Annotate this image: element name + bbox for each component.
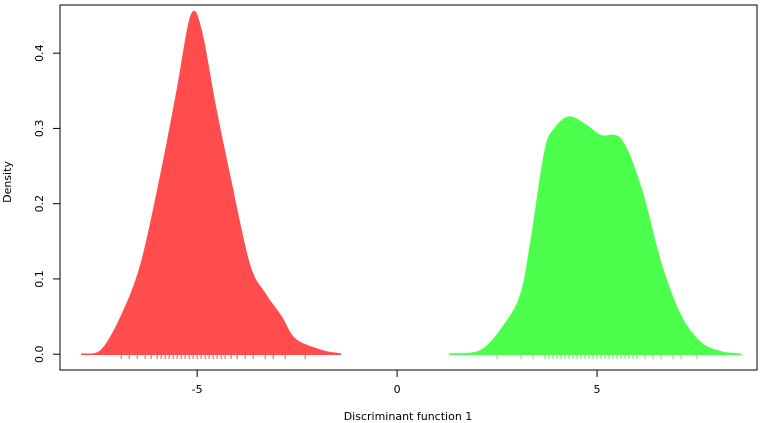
x-tick-label: 5 bbox=[594, 383, 601, 396]
y-tick-label: 0.4 bbox=[33, 44, 46, 62]
density-area bbox=[449, 116, 742, 355]
x-tick-label: 0 bbox=[394, 383, 401, 396]
y-tick-label: 0.0 bbox=[33, 345, 46, 363]
x-axis-label: Discriminant function 1 bbox=[344, 410, 473, 423]
y-tick-label: 0.1 bbox=[33, 270, 46, 288]
y-axis-label: Density bbox=[1, 161, 14, 203]
plot-frame bbox=[59, 4, 758, 371]
x-tick-label: -5 bbox=[192, 383, 203, 396]
density-area bbox=[81, 10, 342, 356]
y-tick-label: 0.3 bbox=[33, 120, 46, 138]
y-tick-label: 0.2 bbox=[33, 195, 46, 213]
